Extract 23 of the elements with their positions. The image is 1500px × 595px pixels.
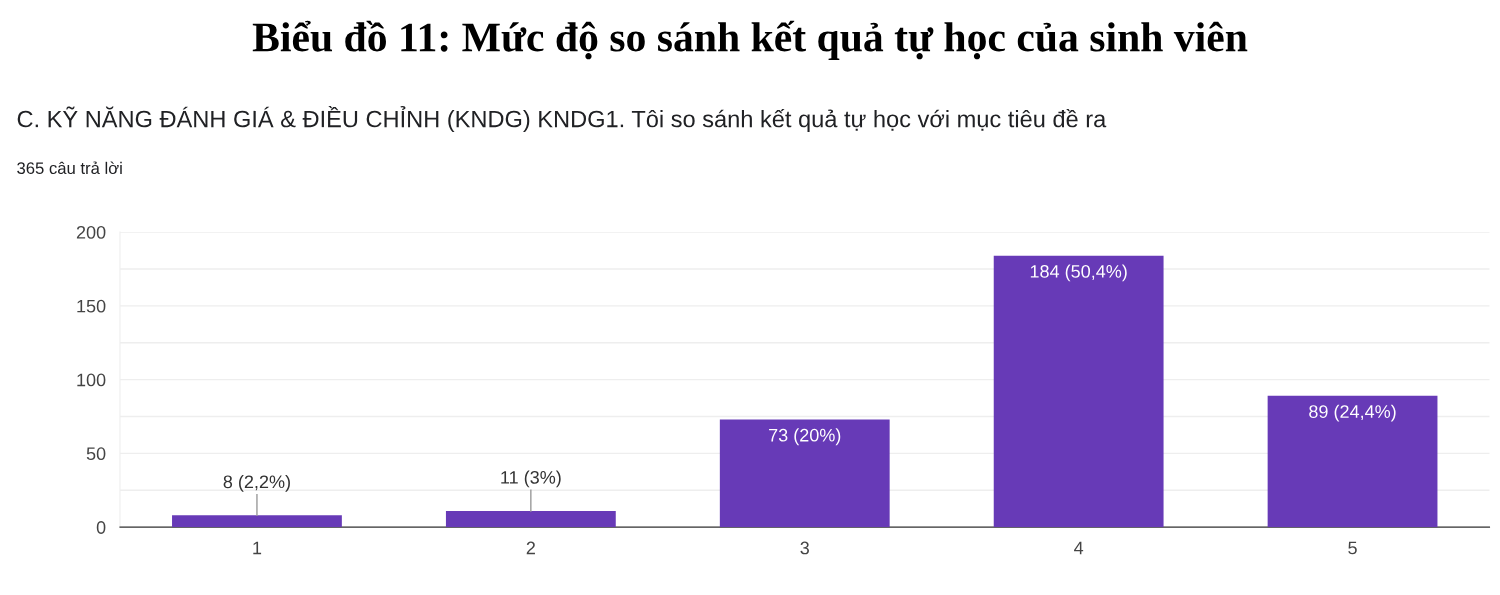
bar (993, 255, 1164, 528)
data-label: 8 (2,2%) (223, 474, 290, 492)
bar (445, 510, 616, 528)
data-label: 11 (3%) (501, 470, 561, 488)
y-tick-label: 200 (76, 225, 106, 239)
x-tick-label: 1 (253, 541, 262, 555)
y-tick-label: 0 (96, 521, 106, 534)
y-tick-label: 150 (77, 299, 106, 313)
data-label: 184 (50,4%) (1030, 264, 1127, 282)
bar (719, 419, 890, 528)
x-tick-label: 5 (1348, 541, 1357, 555)
bar (1267, 395, 1438, 528)
bar (172, 515, 342, 528)
y-tick-label: 50 (86, 447, 106, 461)
chart-title: Biểu đồ 11: Mức độ so sánh kết quả tự học của sinh viên (252, 20, 1248, 61)
x-tick-label: 3 (800, 541, 809, 555)
x-tick-label: 4 (1074, 541, 1084, 555)
text: 365 câu trả lời (17, 161, 122, 175)
data-label: 73 (20%) (769, 428, 841, 446)
x-tick-label: 2 (526, 541, 535, 555)
data-label: 89 (24,4%) (1309, 404, 1396, 422)
y-tick-label: 100 (77, 373, 106, 387)
chart-subtitle: C. KỸ NĂNG ĐÁNH GIÁ & ĐIỀU CHỈNH (KNDG) KNDG1. Tôi so sánh kết quả tự học với mục tiêu đề ra (17, 105, 1107, 133)
